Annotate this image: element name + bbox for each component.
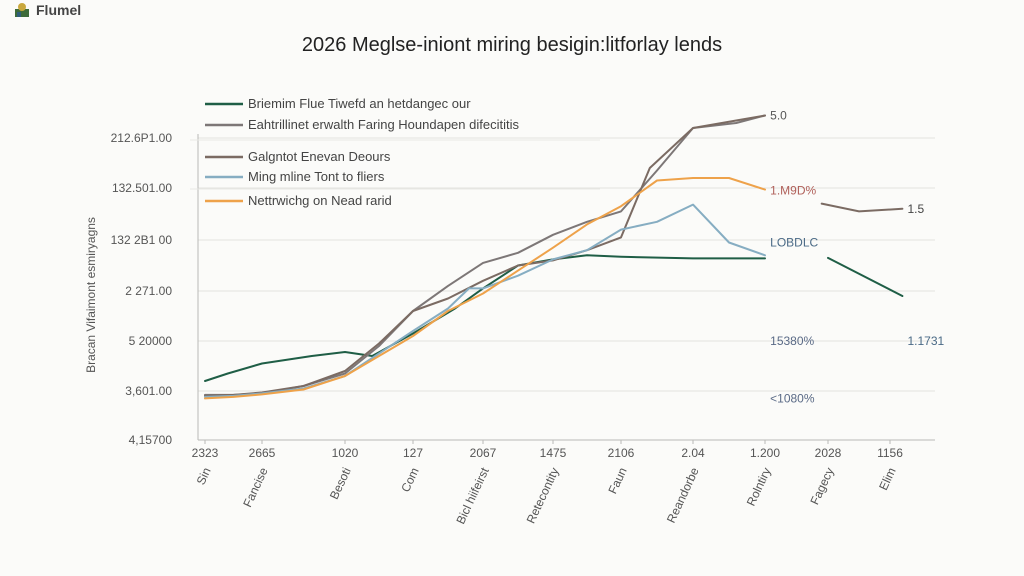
category-label: Rolntiry — [744, 465, 774, 508]
y-tick-label: 212.6P1.00 — [111, 131, 173, 145]
legend-entry: Eahtrillinet erwalth Faring Houndapen di… — [248, 117, 519, 132]
category-label: Sin — [194, 465, 214, 487]
gridlines — [198, 137, 935, 392]
legend: Briemim Flue Tiwefd an hetdangec our Eaht… — [190, 96, 600, 208]
y-tick-label: 2 271.00 — [125, 284, 172, 298]
data-label: LOBDLC — [770, 236, 818, 250]
x-tick-label: 2067 — [470, 446, 497, 460]
category-label: Fancise — [240, 465, 271, 509]
data-label: 15380% — [770, 334, 814, 348]
data-label: 1.5 — [908, 202, 925, 216]
y-axis-label: Bracan Vifaimont esmiryagns — [84, 217, 98, 373]
series-line-1 — [204, 254, 766, 382]
x-tick-label: 2665 — [249, 446, 276, 460]
data-label: 1.M9D% — [770, 184, 816, 198]
x-tick-label: 2106 — [608, 446, 635, 460]
y-tick-label: 4,15700 — [129, 433, 173, 447]
category-label: Fagecy — [807, 465, 836, 507]
y-tick-label: 132 2B1 00 — [111, 233, 173, 247]
axes — [197, 134, 935, 441]
brand: Flumel — [14, 2, 81, 18]
category-label: Reandorbe — [664, 465, 702, 525]
series-line-3 — [204, 114, 766, 397]
right-segment-1 — [820, 202, 904, 213]
series-line-5 — [204, 177, 766, 400]
legend-entry: Briemim Flue Tiwefd an hetdangec our — [248, 96, 471, 111]
logo-icon — [14, 2, 30, 18]
series-lines — [204, 114, 904, 400]
category-label: Besoti — [327, 465, 354, 501]
x-tick-label: 1020 — [332, 446, 359, 460]
annotations: 5.0 1.M9D% LOBDLC 15380% <1080% 1.5 1.1731 — [770, 109, 944, 406]
x-tick-label: 127 — [403, 446, 423, 460]
category-labels: Sin Fancise Besoti Com Bicl hiifeirst Retecon… — [194, 465, 899, 527]
y-tick-label: 132.501.00 — [112, 181, 172, 195]
category-label: Bicl hiifeirst — [453, 465, 492, 527]
x-tick-label: 1.200 — [750, 446, 780, 460]
y-tick-labels: 4,15700 3,601.00 5 20000 2 271.00 132 2B1 00… — [111, 131, 173, 447]
category-label: Retecontity — [524, 465, 562, 525]
data-label: <1080% — [770, 391, 815, 405]
x-tick-label: 1475 — [540, 446, 567, 460]
brand-name: Flumel — [36, 2, 82, 18]
legend-entry: Galgntot Enevan Deours — [248, 149, 391, 164]
data-label: 1.1731 — [908, 334, 945, 348]
y-tick-label: 5 20000 — [129, 334, 173, 348]
data-label: 5.0 — [770, 109, 787, 123]
category-label: Elim — [876, 465, 899, 492]
right-segment-2 — [827, 256, 904, 297]
x-tick-label: 2.04 — [681, 446, 705, 460]
chart-title: 2026 Meglse-iniont miring besigin:litfor… — [301, 34, 723, 56]
legend-entry: Ming mline Tont to fliers — [248, 169, 385, 184]
x-tick-label: 2323 — [192, 446, 219, 460]
category-label: Com — [398, 465, 421, 494]
category-label: Faun — [605, 465, 629, 496]
series-line-4 — [204, 203, 766, 398]
y-tick-label: 3,601.00 — [125, 384, 172, 398]
x-tick-label: 2028 — [815, 446, 842, 460]
x-tick-label: 1156 — [877, 446, 903, 460]
x-tick-labels: 2323 2665 1020 127 2067 1475 2106 2.04 1.200 2028… — [192, 440, 903, 460]
legend-entry: Nettrwichg on Nead rarid — [248, 193, 392, 208]
